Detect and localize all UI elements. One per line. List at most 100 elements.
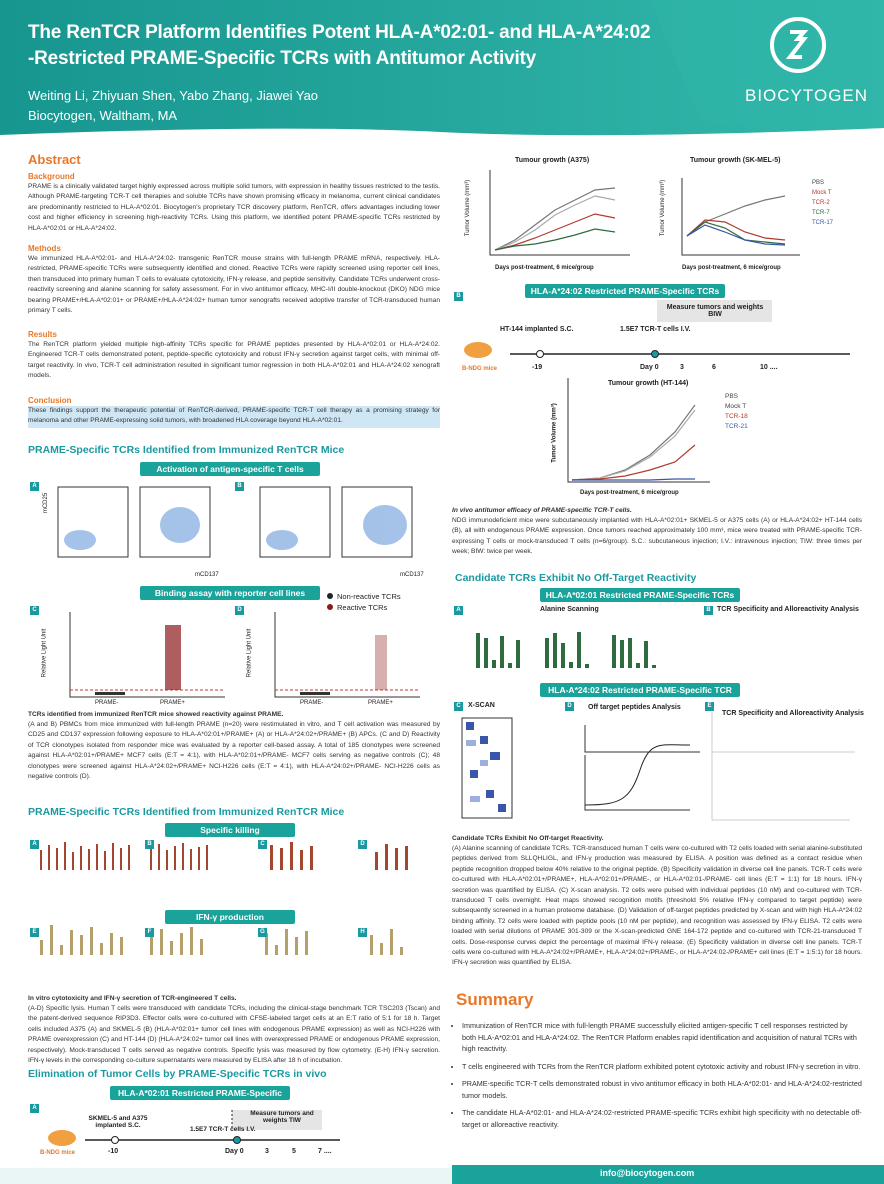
kill-bars xyxy=(40,842,408,870)
legend-label: PBS xyxy=(812,180,825,186)
day-label: 3 xyxy=(265,1148,269,1155)
caption-title: In vitro cytotoxicity and IFN-γ secretio… xyxy=(28,995,237,1002)
legend: PBS Mock T TCR-2 TCR-7 TCR-17 xyxy=(812,178,833,228)
paragraph: These findings support the therapeutic p… xyxy=(28,407,440,425)
banner: Specific killing xyxy=(165,823,295,837)
panel-tag: A xyxy=(454,606,463,615)
bullet: PRAME-specific TCR-T cells demonstrated … xyxy=(462,1078,862,1101)
caption-title: Candidate TCRs Exhibit No Off-target Rea… xyxy=(452,835,604,842)
axis-label: Relative Light Unit xyxy=(246,628,253,678)
timeline-note: 1.5E7 TCR-T cells I.V. xyxy=(190,1126,256,1133)
panel-tag: E xyxy=(705,702,714,711)
legend-label: TCR-21 xyxy=(725,423,748,430)
x-label: PRAME- xyxy=(95,700,119,706)
timeline-note: HT-144 implanted S.C. xyxy=(500,326,574,333)
footer-band-left xyxy=(0,1168,452,1184)
day-label: 7 .... xyxy=(318,1148,332,1155)
axis-label: mCD137 xyxy=(400,572,424,578)
subheading: Conclusion xyxy=(28,396,72,405)
legend-label: TCR-7 xyxy=(812,210,830,216)
summary: Immunization of RenTCR mice with full-le… xyxy=(452,1020,862,1136)
legend-label: Reactive TCRs xyxy=(337,603,388,612)
subheading: Background xyxy=(28,172,75,181)
timeline-right xyxy=(510,300,850,358)
caption-title: TCRs identified from immunized RenTCR mi… xyxy=(28,711,284,718)
legend-label: Non-reactive TCRs xyxy=(337,592,401,601)
panel-tag: B xyxy=(235,482,244,491)
timeline-note: SKMEL-5 and A375 implanted S.C. xyxy=(88,1115,148,1129)
logo-text: BIOCYTOGEN xyxy=(745,86,869,105)
title: -Restricted PRAME-Specific TCRs with Ant… xyxy=(28,48,537,69)
panel-title: TCR Specificity and Alloreactivity Analy… xyxy=(722,710,864,717)
alanine-bars xyxy=(476,632,656,668)
section-heading: Elimination of Tumor Cells by PRAME-Spec… xyxy=(28,1068,327,1080)
spec-axes xyxy=(711,712,855,821)
axis-label: Tumor Volume (mm³) xyxy=(551,403,558,463)
mice-label: B-NDG mice xyxy=(40,1150,76,1156)
panel-tag: H xyxy=(358,928,367,937)
legend-dot xyxy=(327,604,333,610)
paragraph: PRAME is a clinically validated target h… xyxy=(28,183,440,232)
timeline-note: Measure tumors and weights TIW xyxy=(250,1110,314,1124)
day-label: Day 0 xyxy=(640,364,659,371)
panel-tag: B xyxy=(145,840,154,849)
binding-axes xyxy=(69,612,420,698)
section-heading: Abstract xyxy=(28,152,81,167)
panel-title: Off target peptides Analysis xyxy=(588,704,681,711)
flow-dots xyxy=(64,505,407,550)
offtarget-axes xyxy=(584,725,700,753)
day-label: 10 .... xyxy=(760,364,778,371)
timeline-note: 1.5E7 TCR-T cells I.V. xyxy=(620,326,691,333)
chart-title: Tumour growth (A375) xyxy=(515,157,590,164)
panel-title: X-SCAN xyxy=(468,702,495,709)
axis-label: Days post-treatment, 6 mice/group xyxy=(495,265,594,271)
legend-label: TCR-2 xyxy=(812,200,830,206)
ifn-bars xyxy=(40,925,403,955)
axis-label: Days post-treatment, 6 mice/group xyxy=(580,490,679,496)
tumour-axes xyxy=(489,170,800,483)
panel-tag: A xyxy=(30,482,39,491)
banner: HLA-A*24:02 Restricted PRAME-Specific TC… xyxy=(525,284,725,298)
panel-tag: B xyxy=(704,606,713,615)
banner: HLA-A*24:02 Restricted PRAME-Specific TC… xyxy=(540,683,740,697)
chart-title: Tumour growth (SK-MEL-5) xyxy=(690,157,781,164)
paragraph: The RenTCR platform yielded multiple hig… xyxy=(28,341,440,380)
legend-label: Mock T xyxy=(725,403,747,410)
panel-tag: E xyxy=(30,928,39,937)
legend-label: Mock T xyxy=(812,190,832,196)
day-label: -19 xyxy=(532,364,543,371)
caption: (A and B) PBMCs from mice immunized with… xyxy=(28,721,440,781)
legend-dot xyxy=(327,593,333,599)
legend-label: TCR-18 xyxy=(725,413,748,420)
subheading: Results xyxy=(28,330,57,339)
logo-glyph xyxy=(785,30,809,59)
axis-label: mCD137 xyxy=(195,572,219,578)
panel-tag: F xyxy=(145,928,154,937)
axis-label: Days post-treatment, 6 mice/group xyxy=(682,265,781,271)
banner: HLA-A*02:01 Restricted PRAME-Specific TC… xyxy=(540,588,740,602)
panel-tag: A xyxy=(30,840,39,849)
day-label: 5 xyxy=(292,1148,296,1155)
summary-heading: Summary xyxy=(456,990,534,1009)
panel-tag: C xyxy=(258,840,267,849)
footer-band xyxy=(452,1165,884,1184)
mouse-icon xyxy=(464,342,492,358)
mouse-icon xyxy=(48,1130,76,1146)
authors: Weiting Li, Zhiyuan Shen, Yabo Zhang, Ji… xyxy=(28,88,319,103)
caption: (A-D) Specific lysis. Human T cells were… xyxy=(28,1005,440,1065)
panel-title: Alanine Scanning xyxy=(540,606,599,613)
subheading: Methods xyxy=(28,244,61,253)
section-heading: PRAME-Specific TCRs Identified from Immu… xyxy=(28,444,345,456)
day-label: 6 xyxy=(712,364,716,371)
day-label: 3 xyxy=(680,364,684,371)
dose-curve xyxy=(584,744,691,806)
dose-axes xyxy=(584,755,690,811)
panel-tag: C xyxy=(30,606,39,615)
caption: NDG immunodeficient mice were subcutaneo… xyxy=(452,517,862,556)
bullet: Immunization of RenTCR mice with full-le… xyxy=(462,1020,862,1055)
panel-tag: D xyxy=(358,840,367,849)
axis-label: Tumor Volume (mm³) xyxy=(660,179,667,237)
header-wave xyxy=(650,0,884,130)
